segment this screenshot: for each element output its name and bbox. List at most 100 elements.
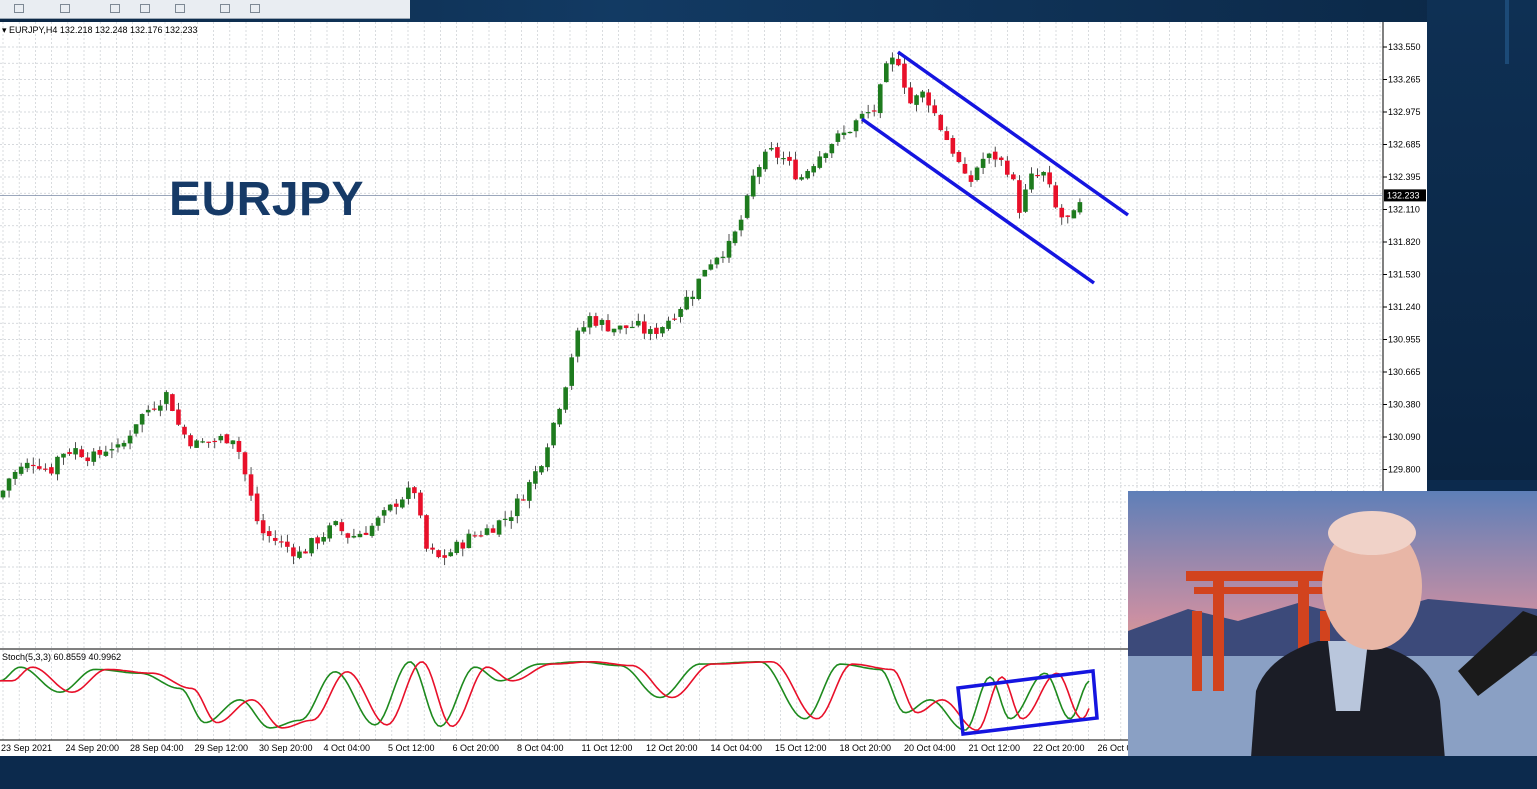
candle-body — [847, 131, 853, 134]
candle-body — [448, 552, 453, 557]
toolbar-button[interactable] — [14, 4, 24, 13]
candle-body — [726, 240, 732, 258]
candle-body — [986, 153, 992, 158]
candle-body — [968, 175, 974, 182]
candle-body — [690, 296, 695, 300]
candle-body — [629, 326, 635, 329]
candle-body — [478, 535, 484, 537]
toolbar-button[interactable] — [110, 4, 120, 13]
candle-body — [666, 320, 671, 329]
toolbar-button[interactable] — [175, 4, 185, 13]
candle-body — [145, 409, 151, 413]
candle-body — [908, 87, 913, 104]
time-tick-label: 29 Sep 12:00 — [195, 743, 249, 753]
candle-body — [527, 482, 532, 501]
candle-body — [254, 493, 260, 522]
candle-body — [37, 466, 42, 469]
candle-body — [617, 325, 623, 330]
candle-body — [472, 535, 478, 537]
candle-body — [835, 133, 841, 142]
time-tick-label: 30 Sep 20:00 — [259, 743, 313, 753]
price-tick-label: 133.265 — [1388, 75, 1421, 85]
candle-body — [200, 441, 205, 443]
candle-body — [133, 424, 139, 434]
candle-body — [315, 537, 320, 544]
candle-body — [884, 63, 889, 83]
toolbar-button[interactable] — [220, 4, 230, 13]
candle-body — [678, 308, 683, 317]
candle-body — [575, 330, 581, 357]
candle-body — [696, 278, 702, 299]
candle-body — [950, 138, 956, 154]
candle-body — [369, 525, 375, 536]
candle-body — [992, 151, 998, 160]
candle-body — [859, 113, 865, 119]
price-tick-label: 132.685 — [1388, 140, 1421, 150]
candle-body — [345, 533, 351, 538]
time-tick-label: 4 Oct 04:00 — [324, 743, 371, 753]
candle-body — [1053, 185, 1058, 208]
time-tick-label: 14 Oct 04:00 — [711, 743, 763, 753]
candle-body — [877, 84, 883, 114]
price-tick-label: 130.380 — [1388, 400, 1421, 410]
candle-body — [460, 542, 466, 549]
candle-body — [623, 325, 629, 329]
price-tick-label: 130.955 — [1388, 335, 1421, 345]
time-tick-label: 11 Oct 12:00 — [582, 743, 633, 753]
candle-body — [853, 120, 859, 132]
candle-body — [660, 327, 665, 334]
candle-body — [865, 112, 871, 114]
candle-body — [79, 449, 84, 458]
candle-body — [151, 408, 157, 410]
toolbar-button[interactable] — [250, 4, 260, 13]
candle-body — [24, 462, 30, 469]
price-tick-label: 131.820 — [1388, 237, 1421, 247]
candle-body — [720, 256, 726, 258]
candle-body — [218, 435, 224, 441]
candle-body — [297, 551, 302, 558]
candle-body — [817, 156, 823, 168]
price-tick-label: 132.110 — [1388, 205, 1420, 215]
candle-body — [303, 551, 308, 554]
candle-body — [236, 440, 242, 452]
time-tick-label: 6 Oct 20:00 — [453, 743, 500, 753]
toolbar-button[interactable] — [140, 4, 150, 13]
candle-body — [182, 426, 187, 435]
candle-body — [424, 515, 429, 549]
price-tick-label: 129.800 — [1388, 465, 1421, 475]
candle-body — [702, 269, 708, 277]
time-tick-label: 22 Oct 20:00 — [1033, 743, 1085, 753]
candle-body — [406, 487, 411, 499]
candle-body — [430, 547, 435, 550]
toolbar-button[interactable] — [60, 4, 70, 13]
candle-body — [212, 440, 218, 443]
candle-body — [73, 448, 78, 455]
current-price-label: 132.233 — [1387, 190, 1420, 200]
candle-body — [1041, 171, 1046, 176]
price-tick-label: 131.530 — [1388, 270, 1421, 280]
current-price-badge — [1384, 189, 1426, 202]
stochastic-header: Stoch(5,3,3) 60.8559 40.9962 — [2, 652, 122, 662]
candle-body — [829, 143, 835, 154]
time-tick-label: 28 Sep 04:00 — [130, 743, 184, 753]
candle-body — [587, 316, 593, 328]
candle-body — [248, 474, 254, 496]
candle-body — [944, 131, 950, 141]
candle-body — [351, 535, 357, 538]
candle-body — [333, 521, 339, 526]
candle-body — [974, 167, 980, 180]
candle-body — [387, 504, 393, 511]
candle-body — [551, 422, 556, 446]
candle-body — [61, 453, 66, 458]
candle-body — [279, 541, 284, 543]
candle-body — [811, 166, 816, 173]
candle-body — [896, 58, 901, 66]
candle-body — [454, 541, 460, 553]
candle-body — [436, 550, 441, 558]
candle-body — [781, 158, 786, 160]
stoch-channel-box — [956, 669, 1099, 736]
candle-body — [684, 296, 689, 310]
chart-menu-arrow-icon[interactable]: ▾ — [2, 25, 7, 35]
candle-body — [67, 452, 72, 454]
chart-ohlc: 132.218 132.248 132.176 132.233 — [59, 25, 198, 35]
